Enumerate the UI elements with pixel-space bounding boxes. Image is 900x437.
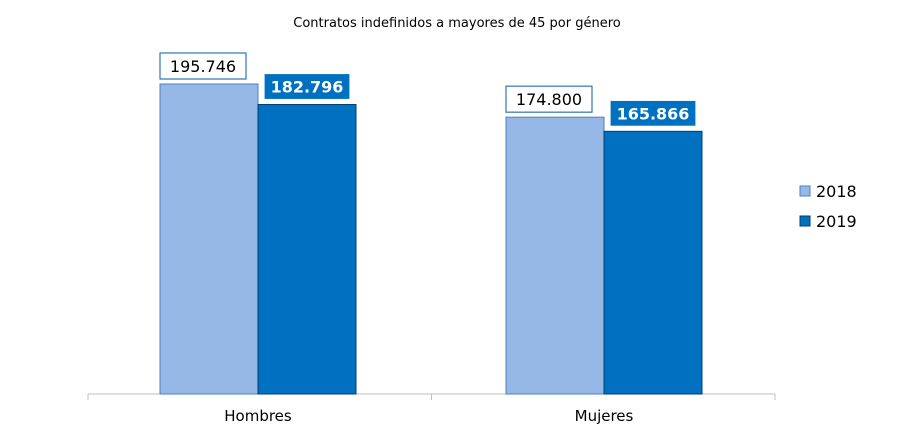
data-label-box xyxy=(159,52,247,80)
data-label-box xyxy=(263,72,351,101)
data-label-box xyxy=(505,85,593,113)
x-tick-label: Mujeres xyxy=(575,407,634,425)
bar-2018-hombres xyxy=(159,83,259,395)
data-label: 182.796 xyxy=(271,78,344,97)
legend: 2018 2019 xyxy=(799,182,857,231)
data-label: 174.800 xyxy=(516,90,582,109)
bar-2018-mujeres xyxy=(505,116,605,395)
chart-title: Contratos indefinidos a mayores de 45 po… xyxy=(293,16,621,31)
x-tick-label: Hombres xyxy=(224,407,292,425)
bar-2019-mujeres xyxy=(603,130,703,395)
legend-label-2018: 2018 xyxy=(816,182,857,201)
legend-swatch-2018 xyxy=(799,185,811,197)
data-label-box xyxy=(609,99,697,127)
legend-label-2019: 2019 xyxy=(816,212,857,231)
data-label: 195.746 xyxy=(170,57,236,76)
data-label: 165.866 xyxy=(617,104,690,123)
x-axis: Hombres Mujeres xyxy=(87,393,776,425)
legend-swatch-2019 xyxy=(799,215,811,227)
data-labels: 195.746 174.800 182.796 165.866 xyxy=(159,52,697,127)
bars xyxy=(159,83,703,395)
bar-2019-hombres xyxy=(257,104,357,395)
